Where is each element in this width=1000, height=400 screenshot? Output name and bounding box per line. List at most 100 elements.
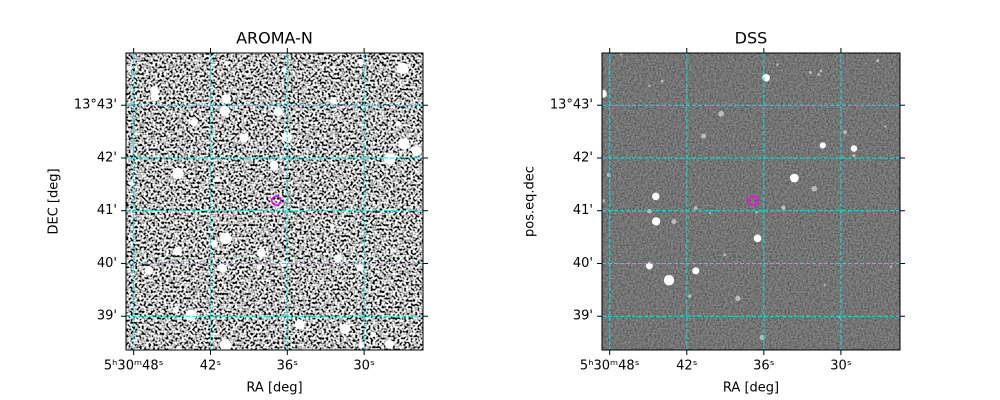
star xyxy=(150,93,160,102)
star xyxy=(294,319,305,330)
x-tick-label: 36ˢ xyxy=(277,359,299,374)
star xyxy=(808,70,812,74)
chart-title: AROMA-N xyxy=(236,29,313,48)
star xyxy=(652,192,660,201)
star xyxy=(219,232,232,245)
y-tick-label: 40' xyxy=(573,256,593,271)
star xyxy=(144,265,153,275)
star xyxy=(219,105,231,117)
star xyxy=(602,199,605,203)
star xyxy=(398,138,410,150)
star xyxy=(602,89,607,98)
star xyxy=(214,176,221,182)
star xyxy=(620,53,623,56)
y-tick-label: 42' xyxy=(97,150,117,165)
star xyxy=(127,66,132,71)
star xyxy=(843,130,847,134)
x-tick-label: 36ˢ xyxy=(753,359,775,374)
star xyxy=(172,167,184,179)
star xyxy=(811,186,817,192)
star xyxy=(395,121,402,127)
star xyxy=(339,323,351,334)
star xyxy=(688,294,692,298)
star xyxy=(647,208,652,214)
y-tick-label: 39' xyxy=(97,309,117,324)
star xyxy=(358,342,365,349)
star xyxy=(219,339,232,350)
star xyxy=(371,332,377,337)
star xyxy=(150,86,158,94)
x-tick-label: 30ˢ xyxy=(353,359,375,374)
star xyxy=(755,211,758,214)
target-marker xyxy=(271,195,282,206)
star xyxy=(190,119,198,127)
star xyxy=(256,264,262,270)
x-tick-label: 42ˢ xyxy=(200,359,222,374)
star xyxy=(218,263,228,273)
star xyxy=(652,217,661,226)
star xyxy=(175,346,182,350)
star xyxy=(331,65,336,70)
x-axis-label: RA [deg] xyxy=(246,381,302,396)
sky-image xyxy=(602,53,900,350)
star xyxy=(384,339,394,349)
star xyxy=(281,67,287,73)
star xyxy=(129,181,134,186)
sky-image xyxy=(126,53,423,350)
star xyxy=(852,154,856,158)
star xyxy=(889,265,893,268)
star xyxy=(819,142,826,149)
y-tick-label: 40' xyxy=(97,256,117,271)
y-tick-label: 41' xyxy=(97,203,117,218)
y-tick-label: 39' xyxy=(573,309,593,324)
star xyxy=(185,309,197,321)
star xyxy=(391,248,396,253)
star xyxy=(850,145,858,152)
star xyxy=(693,206,698,211)
star xyxy=(357,58,364,66)
x-axis-label: RA [deg] xyxy=(723,381,779,396)
star xyxy=(396,62,409,75)
star xyxy=(330,223,335,229)
star xyxy=(723,253,727,257)
star xyxy=(411,145,422,157)
star xyxy=(645,262,653,270)
star xyxy=(172,306,179,313)
y-tick-label: 13°43' xyxy=(550,98,593,113)
x-tick-label: 30ˢ xyxy=(830,359,852,374)
plot-frame xyxy=(601,52,901,351)
star xyxy=(383,153,396,165)
star xyxy=(701,133,707,139)
star xyxy=(708,212,712,215)
image-panel xyxy=(602,53,900,350)
star xyxy=(776,63,779,66)
star xyxy=(817,72,821,76)
star xyxy=(884,125,887,128)
star xyxy=(224,60,230,66)
star xyxy=(663,275,675,286)
plot-frame xyxy=(125,52,424,351)
star xyxy=(753,234,762,243)
star xyxy=(330,97,337,104)
star xyxy=(660,79,664,83)
star xyxy=(823,284,826,287)
star xyxy=(210,240,218,248)
y-axis-label: DEC [deg] xyxy=(47,168,62,234)
x-tick-label: 5ʰ30ᵐ48ˢ xyxy=(580,359,640,374)
star xyxy=(819,69,823,73)
star xyxy=(221,94,231,104)
y-tick-label: 13°43' xyxy=(74,98,117,113)
star xyxy=(356,263,364,272)
star xyxy=(781,205,786,210)
star xyxy=(273,107,283,117)
target-marker xyxy=(747,195,759,206)
star xyxy=(256,248,266,258)
y-tick-label: 41' xyxy=(573,203,593,218)
chart-title: DSS xyxy=(735,29,768,48)
star xyxy=(735,295,741,301)
y-axis-label: pos.eq.dec xyxy=(523,166,538,237)
star xyxy=(692,267,700,275)
star xyxy=(718,110,724,117)
star xyxy=(239,133,249,143)
